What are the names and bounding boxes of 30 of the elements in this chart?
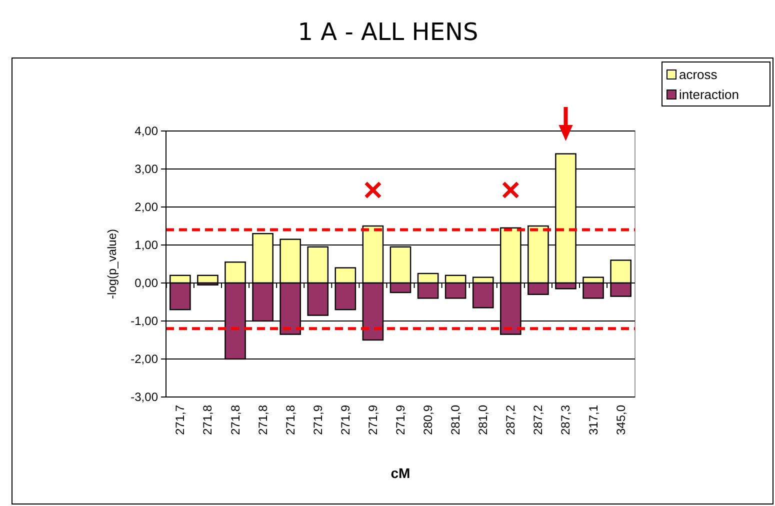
legend-label: interaction bbox=[679, 87, 739, 102]
x-tick-label: 271,7 bbox=[173, 404, 188, 436]
y-axis-title: -log(p_value) bbox=[105, 228, 119, 300]
x-tick-label: 281,0 bbox=[476, 404, 490, 436]
x-tick-label: 271,9 bbox=[394, 404, 408, 436]
y-tick-label: -1,00 bbox=[130, 314, 158, 328]
y-tick-label: 4,00 bbox=[134, 124, 158, 138]
x-tick-label: 281,0 bbox=[448, 404, 463, 436]
x-tick-label: 345,0 bbox=[614, 404, 628, 436]
legend-label: across bbox=[679, 67, 718, 82]
y-tick-label: 2,00 bbox=[134, 200, 158, 214]
x-tick-label: 271,9 bbox=[310, 404, 325, 436]
x-tick-label: 280,9 bbox=[421, 404, 436, 436]
x-tick-label: 287,3 bbox=[558, 404, 573, 436]
x-tick-label: 271,9 bbox=[366, 404, 380, 436]
x-tick-label: 271,8 bbox=[283, 404, 298, 436]
chart-title: 1 A - ALL HENS bbox=[298, 18, 478, 46]
x-tick-label: 271,8 bbox=[200, 404, 215, 436]
x-tick-label: 271,9 bbox=[338, 404, 352, 436]
y-tick-label: -2,00 bbox=[130, 352, 158, 366]
y-tick-label: 3,00 bbox=[134, 162, 158, 176]
y-tick-label: 0,00 bbox=[134, 276, 158, 290]
x-axis-title: cM bbox=[390, 465, 410, 481]
x-tick-label: 271,8 bbox=[256, 404, 270, 436]
x-tick-label: 287,2 bbox=[504, 404, 518, 436]
x-tick-label: 317,1 bbox=[586, 404, 600, 436]
y-tick-label: -3,00 bbox=[130, 390, 158, 404]
x-tick-label: 287,2 bbox=[531, 404, 546, 436]
x-tick-label: 271,8 bbox=[228, 404, 242, 436]
y-tick-label: 1,00 bbox=[134, 238, 158, 252]
